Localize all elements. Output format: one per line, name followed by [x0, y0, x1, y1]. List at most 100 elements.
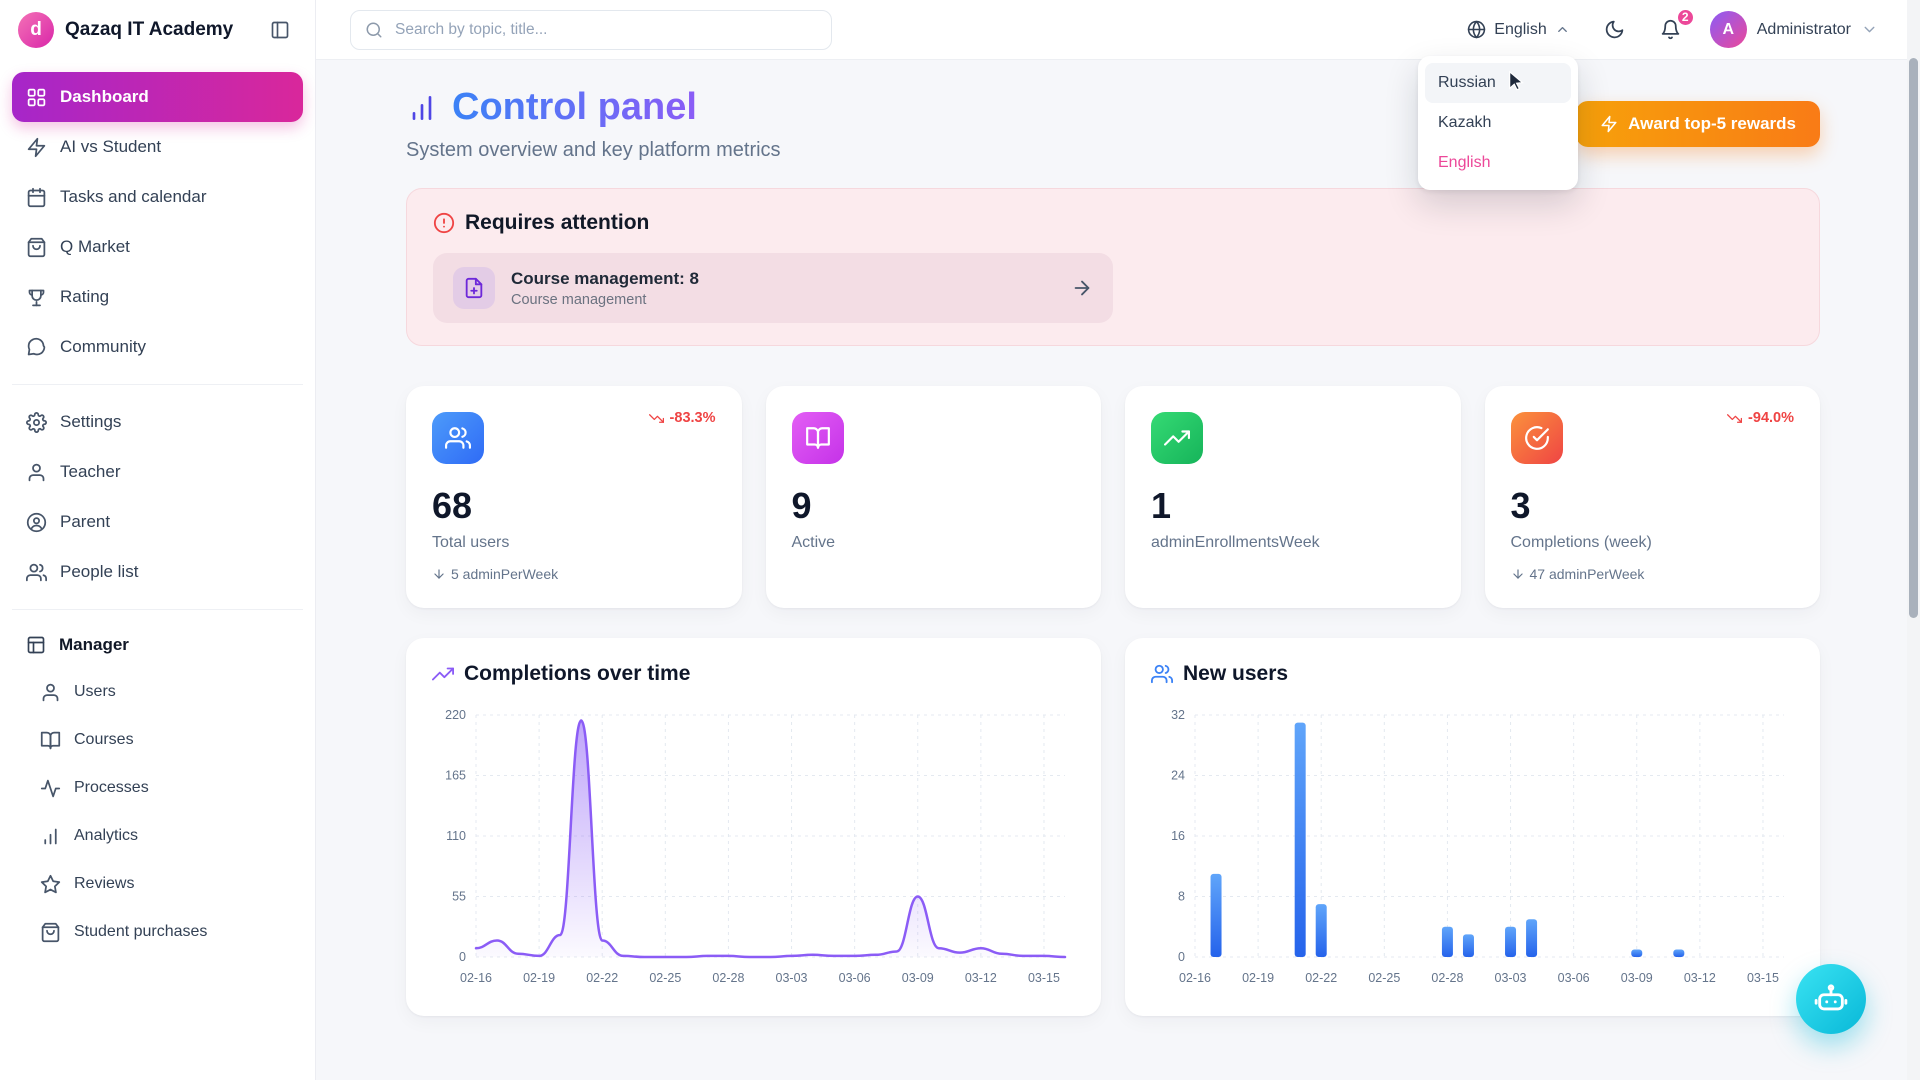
search-icon: [366, 22, 382, 37]
stat-icon-tile: [1510, 412, 1563, 464]
notifications-button[interactable]: 2: [1654, 7, 1695, 47]
svg-text:03-15: 03-15: [1028, 971, 1060, 985]
arrow-down-icon: [434, 569, 444, 579]
check-circle-icon: [1524, 426, 1549, 450]
sidebar-item-parent[interactable]: Parent: [12, 497, 303, 547]
sidebar-header: d Qazaq IT Academy: [0, 0, 315, 60]
trend-down-icon: [1727, 413, 1743, 423]
layout-icon: [27, 636, 45, 654]
arrow-right-icon-wrap: [1071, 277, 1093, 299]
globe-icon: [1468, 20, 1486, 39]
sidebar-item-rating[interactable]: Rating: [12, 272, 303, 322]
svg-text:03-09: 03-09: [902, 971, 934, 985]
award-button[interactable]: Award top-5 rewards: [1576, 101, 1820, 147]
svg-text:03-09: 03-09: [1621, 971, 1653, 985]
completions-chart-title: Completions over time: [464, 662, 691, 685]
panel-left-icon: [271, 21, 289, 39]
svg-text:03-03: 03-03: [1495, 971, 1527, 985]
user-icon: [28, 463, 45, 481]
sidebar-item-reviews[interactable]: Reviews: [26, 860, 303, 908]
chevron-down-icon: [1864, 26, 1875, 33]
file-plus-icon-tile: [453, 267, 495, 309]
sidebar-item-processes[interactable]: Processes: [26, 764, 303, 812]
sidebar-item-teacher[interactable]: Teacher: [12, 447, 303, 497]
stat-card-total-users: -83.3% 68 Total users 5 adminPerWeek: [406, 386, 742, 608]
user-circle-icon: [26, 512, 47, 532]
stat-card-adminenrollmentsweek: 1 adminEnrollmentsWeek: [1125, 386, 1461, 608]
sidebar-item-users[interactable]: Users: [26, 668, 303, 716]
app-title: Qazaq IT Academy: [65, 19, 234, 40]
sidebar-group: Dashboard AI vs Student Tasks and calendar…: [12, 72, 303, 372]
chevron-up-icon: [1557, 27, 1567, 32]
svg-text:02-28: 02-28: [1431, 971, 1463, 985]
stat-value: 3: [1510, 485, 1531, 526]
book-icon: [805, 427, 830, 449]
language-option-english[interactable]: English: [1438, 154, 1491, 171]
sidebar-item-q-market[interactable]: Q Market: [12, 222, 303, 272]
svg-text:02-25: 02-25: [1368, 971, 1400, 985]
sidebar-item-community[interactable]: Community: [12, 322, 303, 372]
attention-title-row: Requires attention: [433, 211, 1793, 235]
stat-trend: -83.3%: [648, 410, 716, 426]
sidebar-item-settings[interactable]: Settings: [12, 397, 303, 447]
user-icon: [42, 683, 59, 701]
trophy-icon: [28, 289, 45, 306]
search-input[interactable]: [393, 19, 817, 40]
sidebar-collapse-button[interactable]: [263, 13, 297, 47]
svg-text:02-16: 02-16: [460, 971, 492, 985]
svg-text:32: 32: [1171, 708, 1185, 722]
sidebar-item-tasks-and-calendar[interactable]: Tasks and calendar: [12, 172, 303, 222]
new-users-chart-title: New users: [1183, 662, 1289, 685]
moon-icon: [1606, 20, 1624, 39]
stat-trend: -94.0%: [1727, 410, 1794, 426]
sidebar-item-ai-vs-student[interactable]: AI vs Student: [12, 122, 303, 172]
stat-label: Completions (week): [1510, 534, 1652, 551]
svg-text:02-22: 02-22: [1305, 971, 1337, 985]
stat-card-completions-week: -94.0% 3 Completions (week) 47 adminPerWeek: [1484, 386, 1820, 608]
attention-title: Requires attention: [465, 211, 650, 234]
svg-text:02-16: 02-16: [1179, 971, 1211, 985]
svg-text:8: 8: [1178, 890, 1185, 904]
zap-icon: [1601, 115, 1617, 133]
bag-icon: [27, 237, 46, 257]
user-menu[interactable]: A Administrator: [1709, 11, 1878, 48]
sidebar-item-dashboard[interactable]: Dashboard: [12, 72, 303, 122]
language-button[interactable]: English: [1461, 19, 1575, 40]
svg-text:220: 220: [445, 708, 466, 722]
completions-chart-card: Completions over time 0 55 110 165 220 02-16 0…: [406, 638, 1101, 1016]
course-management-alert[interactable]: Course management: 8 Course management: [433, 253, 1113, 323]
scrollbar-thumb[interactable]: [1909, 58, 1918, 618]
sidebar: d Qazaq IT Academy Dashboard AI vs Studen…: [0, 0, 316, 1080]
gear-icon: [26, 411, 47, 433]
language-option-russian[interactable]: Russian: [1425, 63, 1571, 103]
language-option-kazakh[interactable]: Kazakh: [1438, 114, 1492, 131]
svg-text:55: 55: [452, 890, 466, 904]
stat-footnote: 5 adminPerWeek: [432, 566, 716, 582]
users-icon: [26, 563, 47, 581]
sidebar-section-manager[interactable]: Manager: [12, 622, 303, 668]
sidebar-item-student-purchases[interactable]: Student purchases: [26, 908, 303, 956]
sidebar-item-analytics[interactable]: Analytics: [26, 812, 303, 860]
arrow-right-icon: [1074, 280, 1090, 296]
dark-mode-toggle[interactable]: [1598, 13, 1632, 47]
bar-chart-icon: [412, 95, 432, 120]
sidebar-item-people-list[interactable]: People list: [12, 547, 303, 597]
svg-text:110: 110: [446, 829, 466, 843]
svg-text:02-22: 02-22: [586, 971, 618, 985]
stat-icon-tile: [1151, 412, 1203, 464]
svg-text:03-06: 03-06: [839, 971, 871, 985]
users-icon: [445, 427, 471, 449]
star-icon: [40, 874, 61, 893]
trend-up-icon: [1164, 430, 1190, 446]
topbar: English 2 A Administrator: [316, 0, 1920, 60]
svg-text:16: 16: [1171, 829, 1185, 843]
stat-label: Active: [791, 534, 836, 551]
svg-text:02-19: 02-19: [1242, 971, 1274, 985]
user-name: Administrator: [1756, 20, 1851, 38]
language-menu: Russian Kazakh English: [1418, 56, 1578, 190]
sidebar-item-courses[interactable]: Courses: [26, 716, 303, 764]
svg-text:03-06: 03-06: [1558, 971, 1590, 985]
sidebar-nav: Dashboard AI vs Student Tasks and calendar…: [0, 60, 315, 1080]
svg-text:02-25: 02-25: [649, 971, 681, 985]
chat-bot-fab[interactable]: [1796, 964, 1866, 1034]
